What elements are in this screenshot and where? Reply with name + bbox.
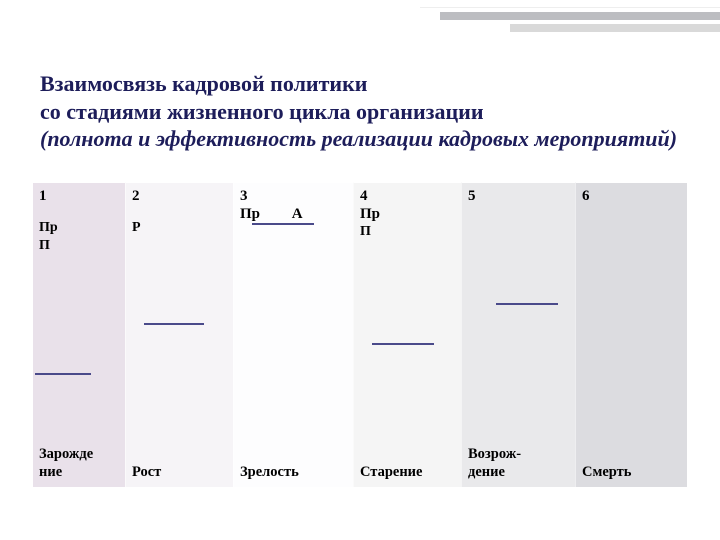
col-5: 5 Возрож-дение	[461, 182, 575, 487]
col-1: 1 Пр П Зарождение	[33, 182, 125, 487]
stage-label: Возрож-дение	[468, 446, 571, 481]
col-sub: Р	[126, 205, 233, 237]
decor-bar	[510, 24, 720, 32]
decor-bar	[440, 12, 720, 21]
level-tick	[144, 323, 204, 325]
col-3: 3 Пр А Зрелость	[233, 182, 353, 487]
col-number: 4 Пр	[354, 183, 461, 223]
level-tick	[496, 303, 558, 305]
level-tick	[372, 343, 434, 345]
lifecycle-table: 1 Пр П Зарождение 2 Р Рост 3 Пр А Зрелос…	[33, 182, 687, 487]
stage-label: Смерть	[582, 464, 683, 481]
col-sub: Пр П	[33, 205, 125, 254]
col-number: 2	[126, 183, 233, 205]
level-tick	[252, 223, 314, 225]
slide-title: Взаимосвязь кадровой политики со стадиям…	[40, 70, 680, 153]
col-number: 6	[576, 183, 687, 205]
col-number: 5	[462, 183, 575, 205]
corner-decoration	[420, 0, 720, 32]
col-number: 1	[33, 183, 125, 205]
title-line2: со стадиями жизненного цикла организации	[40, 99, 484, 124]
stage-label: Зрелость	[240, 464, 349, 481]
title-line3: (полнота и эффективность реализации кадр…	[40, 126, 677, 151]
col-4: 4 Пр П Старение	[353, 182, 461, 487]
stage-label: Рост	[132, 464, 229, 481]
col-number: 3 Пр А	[234, 183, 353, 223]
col-2: 2 Р Рост	[125, 182, 233, 487]
stage-label: Старение	[360, 464, 457, 481]
decor-bar	[420, 0, 720, 8]
col-6: 6 Смерть	[575, 182, 687, 487]
stage-label: Зарождение	[39, 446, 121, 481]
col-sub: П	[354, 223, 461, 241]
level-tick	[35, 373, 91, 375]
title-line1: Взаимосвязь кадровой политики	[40, 71, 367, 96]
